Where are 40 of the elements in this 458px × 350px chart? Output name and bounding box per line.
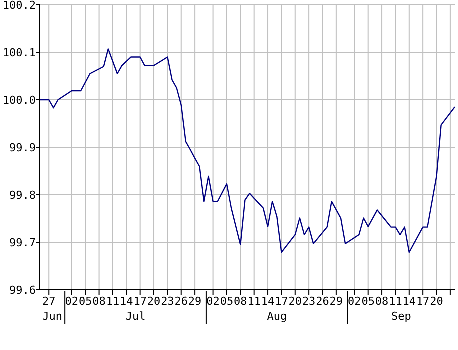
x-tick-label: 29 [330,295,344,308]
x-tick-label: 23 [302,295,316,308]
y-tick-label: 99.7 [10,236,36,250]
x-tick-label: 11 [106,295,120,308]
x-tick-label: 08 [375,295,389,308]
x-tick-label: 02 [206,295,220,308]
x-tick-label: 20 [430,295,444,308]
x-tick-label: 17 [134,295,147,308]
y-tick-label: 100.1 [2,46,36,60]
x-tick-label: 17 [275,295,288,308]
x-tick-label: 29 [188,295,202,308]
x-tick-label: 26 [316,295,330,308]
x-tick-label: 26 [174,295,188,308]
text: Jun [42,310,62,323]
text: Sep [391,310,412,323]
line-series [39,48,456,254]
x-tick-label: 14 [261,295,276,308]
x-tick-label: 11 [248,295,261,308]
x-tick-label: 27 [42,295,56,308]
text: Aug [267,310,288,323]
x-tick-label: 08 [92,295,106,308]
x-tick-label: 23 [161,295,174,308]
x-tick-label: 02 [65,295,79,308]
x-tick-label: 08 [234,295,248,308]
y-tick-label: 99.6 [10,284,36,297]
y-tick-label: 100.0 [2,94,36,107]
y-tick-label: 99.9 [10,141,36,154]
x-tick-label: 20 [147,295,161,308]
text: Jul [126,310,146,323]
x-tick-label: 20 [288,295,302,308]
x-tick-label: 14 [402,295,416,308]
y-tick-label: 99.8 [10,188,36,202]
x-tick-label: 17 [416,295,430,308]
x-tick-label: 11 [389,295,402,308]
x-tick-label: 05 [362,295,375,308]
x-tick-label: 02 [348,295,362,308]
x-tick-label: 05 [220,295,234,308]
x-tick-label: 05 [78,295,92,308]
x-tick-label: 14 [120,295,134,308]
y-tick-label: 100.2 [2,0,36,12]
